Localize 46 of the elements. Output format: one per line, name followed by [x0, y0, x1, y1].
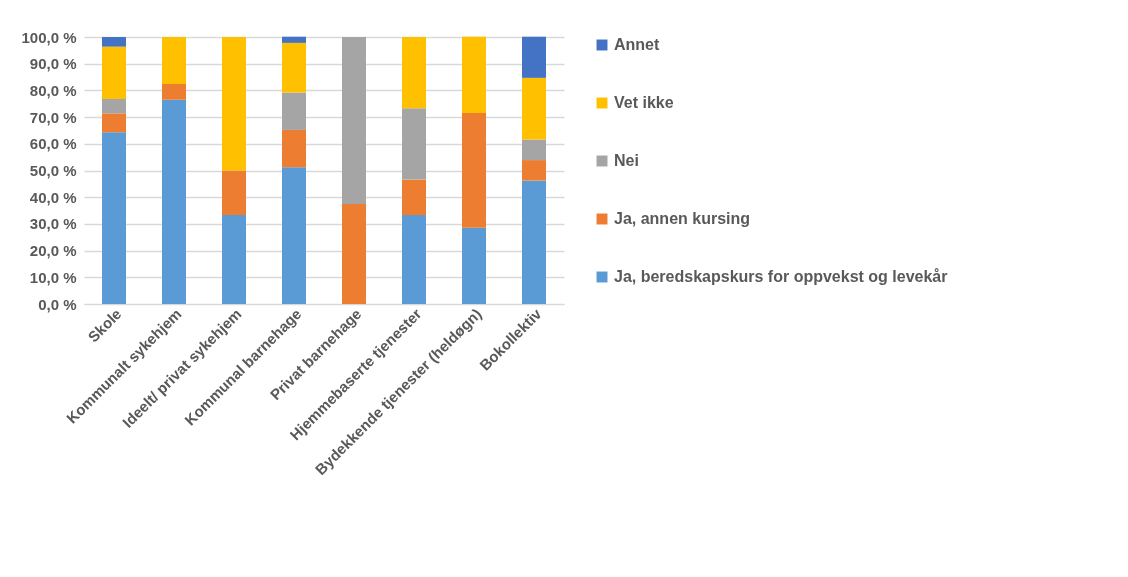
bar	[522, 36, 546, 78]
bar	[102, 37, 126, 47]
legend-label: Ja, beredskapskurs for oppvekst og levekår	[614, 268, 948, 285]
bar	[402, 179, 426, 216]
y-tick-label: 30,0 %	[29, 215, 77, 233]
y-tick-label: 40,0 %	[29, 188, 77, 206]
y-tick-label: 0,0 %	[38, 295, 77, 313]
bar	[222, 170, 246, 216]
bar	[342, 37, 366, 204]
bar	[102, 98, 126, 114]
bar	[162, 37, 186, 84]
bar	[402, 215, 426, 304]
bar	[462, 113, 486, 228]
y-tick-label: 100,0 %	[21, 28, 77, 46]
bar	[102, 132, 126, 304]
legend-label: Ja, annen kursing	[614, 210, 751, 227]
bar	[402, 37, 426, 109]
legend-label: Nei	[614, 152, 639, 169]
bar	[282, 129, 306, 168]
bar	[222, 215, 246, 304]
y-tick-label: 90,0 %	[29, 55, 77, 73]
y-tick-label: 20,0 %	[29, 242, 77, 260]
bar	[522, 180, 546, 304]
bar	[522, 160, 546, 181]
bar	[102, 46, 126, 99]
bar	[282, 42, 306, 93]
bar	[462, 227, 486, 304]
bar	[162, 99, 186, 304]
bar	[462, 36, 486, 114]
bar	[162, 83, 186, 100]
legend-label: Vet ikke	[614, 94, 674, 111]
bar	[522, 139, 546, 161]
legend-label: Annet	[614, 36, 660, 53]
y-tick-label: 50,0 %	[29, 162, 77, 179]
bar	[282, 167, 306, 304]
bar	[402, 108, 426, 180]
bar	[342, 203, 366, 304]
bar	[522, 77, 546, 140]
y-tick-label: 80,0 %	[29, 81, 77, 99]
bar	[282, 92, 306, 130]
y-tick-label: 10,0 %	[29, 268, 77, 286]
bar	[222, 37, 246, 171]
bar	[282, 36, 306, 43]
bar	[102, 113, 126, 133]
y-tick-label: 70,0 %	[29, 108, 77, 126]
y-tick-label: 60,0 %	[29, 135, 77, 153]
